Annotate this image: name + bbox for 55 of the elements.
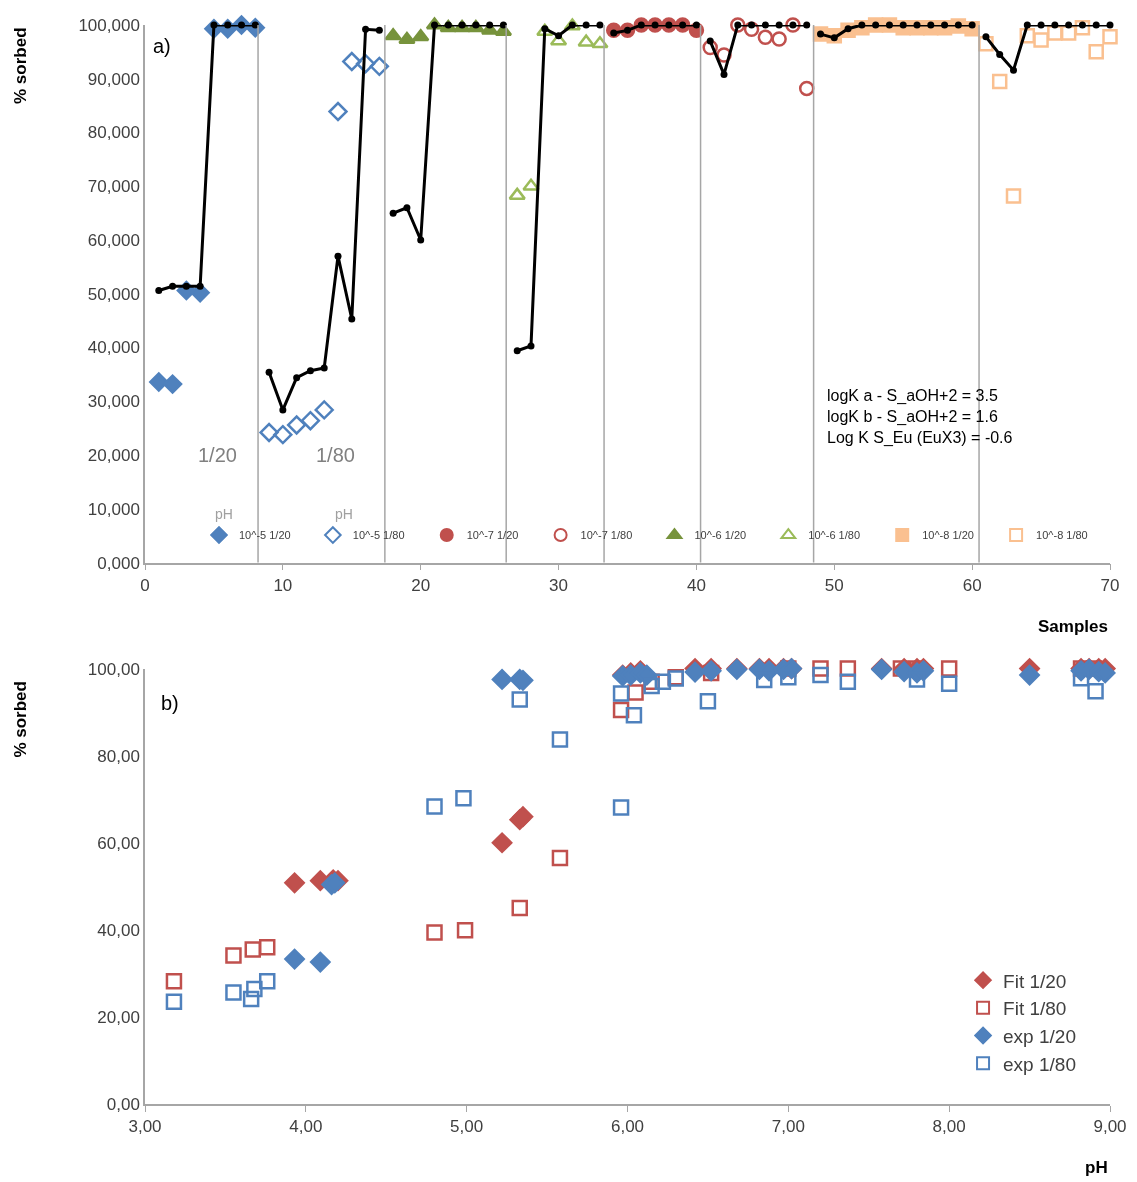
y-tick-label: 80,000 [87,123,140,143]
y-tick-label: 50,000 [87,284,140,304]
annotation: pH [335,506,353,522]
annotation: logK a - S_aOH+2 = 3.5 logK b - S_aOH+2 = 1.6 Log K S_Eu (EuX3) = -0.6 [827,387,1013,447]
annotation: 1/20 [198,444,237,466]
x-tick-label: 10 [273,575,293,595]
legend-label: 10^-5 1/80 [352,529,405,542]
y-tick-label: 90,000 [87,69,140,89]
x-tick-label: 30 [549,575,569,595]
x-tick-label: 40 [686,575,706,595]
y-tick-label: 10,000 [87,499,140,519]
y-tick-label: 30,000 [87,392,140,412]
legend-label: exp 1/80 [1003,1053,1076,1075]
legend-label: Fit 1/80 [1003,998,1067,1020]
x-tick-label: 70 [1100,575,1120,595]
y-tick-label: 70,000 [87,177,140,197]
x-tick-label: 9,00 [1093,1117,1127,1137]
y-tick-label: 0,000 [97,553,140,573]
legend-label: 10^-5 1/20 [239,529,291,542]
y-axis-title: % sorbed [11,681,31,758]
y-tick-label: 20,00 [97,1007,140,1027]
legend-label: Fit 1/20 [1003,970,1067,992]
x-tick-label: 3,00 [128,1117,162,1137]
x-tick-label: 5,00 [450,1117,484,1137]
y-tick-label: 0,00 [106,1094,140,1114]
legend-label: 10^-8 1/20 [922,529,974,542]
annotation: a) [153,35,171,57]
legend-label: 10^-7 1/20 [466,529,519,542]
x-tick-label: 7,00 [771,1117,805,1137]
legend-label: exp 1/20 [1003,1025,1076,1047]
x-tick-label: 50 [824,575,844,595]
x-tick-label: 6,00 [610,1117,645,1137]
y-tick-label: 40,000 [87,338,140,358]
y-tick-label: 100,000 [78,15,140,35]
legend-label: 10^-6 1/80 [808,529,861,542]
y-tick-label: 80,00 [97,746,140,766]
y-axis-title: % sorbed [11,27,31,104]
x-axis-title: Samples [1038,617,1108,636]
x-tick-label: 20 [411,575,431,595]
legend-label: 10^-8 1/80 [1036,529,1088,542]
x-tick-label: 60 [962,575,982,595]
x-tick-label: 0 [140,575,150,595]
annotation: pH [215,506,233,522]
x-tick-label: 4,00 [289,1117,323,1137]
y-tick-label: 20,000 [87,446,140,466]
legend-label: 10^-7 1/80 [580,529,633,542]
annotation: 1/80 [316,444,355,466]
y-tick-label: 100,00 [87,659,140,679]
y-tick-label: 60,000 [87,230,140,250]
legend-label: 10^-6 1/20 [694,529,747,542]
x-tick-label: 8,00 [932,1117,966,1137]
x-axis-title: pH [1085,1158,1108,1177]
annotation: b) [161,692,179,714]
y-tick-label: 60,00 [97,833,140,853]
y-tick-label: 40,00 [97,920,140,940]
